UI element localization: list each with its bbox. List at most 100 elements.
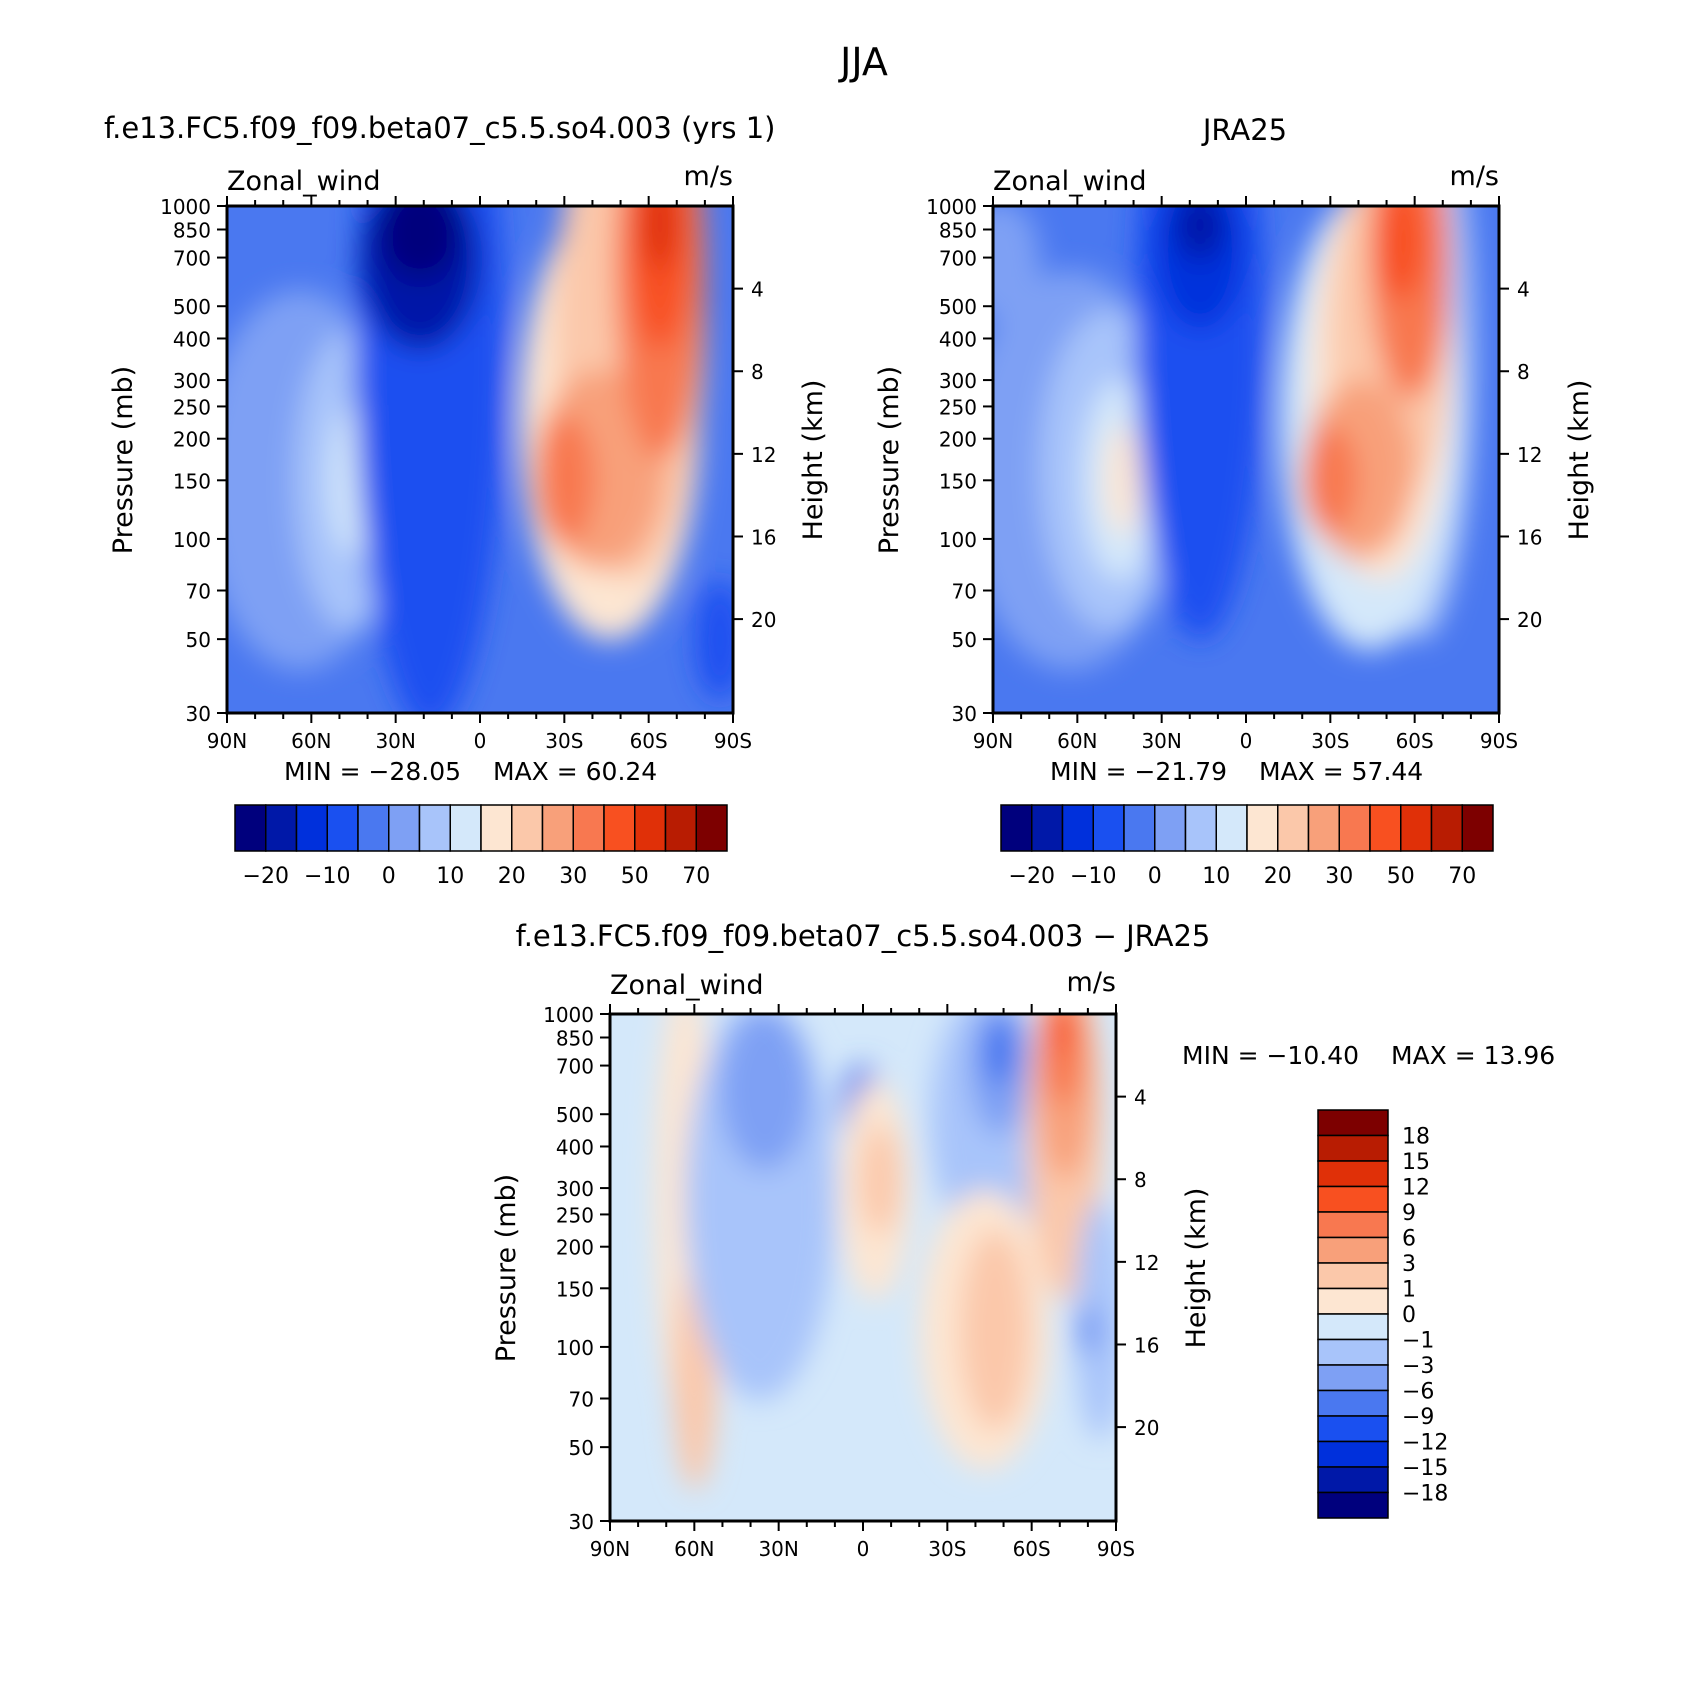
colorbar-swatch <box>1317 1389 1389 1417</box>
axes-difference: 3050701001502002503004005007008501000481… <box>543 1003 1159 1561</box>
y-tick-label: 50 <box>952 628 977 652</box>
x-tick-label: 0 <box>1240 729 1253 753</box>
x-tick-label: 30S <box>928 1537 966 1561</box>
y-tick-label: 850 <box>556 1026 594 1050</box>
y2-tick-label: 12 <box>1517 443 1542 467</box>
y-tick-label: 300 <box>939 369 977 393</box>
colorbar-swatch <box>1317 1440 1389 1468</box>
units-label-difference: m/s <box>1067 967 1116 998</box>
colorbar-label: 0 <box>1148 864 1162 889</box>
x-tick-label: 0 <box>474 729 487 753</box>
x-tick-label: 90N <box>207 729 247 753</box>
colorbar-swatch <box>1092 804 1125 852</box>
x-tick-label: 30S <box>545 729 583 753</box>
y2label-obs: Height (km) <box>1564 380 1595 541</box>
y2-tick-label: 8 <box>1517 360 1530 384</box>
colorbar-swatch <box>234 804 267 852</box>
colorbar-swatch <box>1317 1364 1389 1392</box>
colorbar-swatch <box>511 804 544 852</box>
min-label-obs: MIN = −21.79 <box>1050 757 1227 786</box>
colorbar-swatch <box>1369 804 1402 852</box>
colorbar-swatch <box>449 804 482 852</box>
colorbar-label: −20 <box>243 864 289 889</box>
y2-tick-label: 16 <box>1134 1333 1159 1357</box>
colorbar-label: −10 <box>1070 864 1116 889</box>
y-tick-label: 850 <box>173 218 211 242</box>
colorbar-swatch <box>388 804 421 852</box>
x-tick-label: 60S <box>1013 1537 1051 1561</box>
y2-tick-label: 16 <box>1517 525 1542 549</box>
colorbar-swatch <box>326 804 359 852</box>
y-tick-label: 1000 <box>160 195 211 219</box>
y-tick-label: 200 <box>173 428 211 452</box>
contour-field-model <box>227 206 733 713</box>
colorbar-swatch <box>1154 804 1187 852</box>
panel-obs: 3050701001502002503004005007008501000481… <box>874 161 1595 889</box>
colorbar-label: −3 <box>1402 1354 1434 1379</box>
ylabel-obs: Pressure (mb) <box>874 366 905 554</box>
y-tick-label: 400 <box>939 327 977 351</box>
y2-tick-label: 8 <box>751 360 764 384</box>
y2-tick-label: 20 <box>751 608 776 632</box>
colorbar-label: 70 <box>682 864 710 889</box>
colorbar-label: −9 <box>1402 1405 1434 1430</box>
colorbar-label: −20 <box>1009 864 1055 889</box>
x-tick-label: 60S <box>1396 729 1434 753</box>
y-tick-label: 1000 <box>926 195 977 219</box>
colorbar-swatch <box>1123 804 1156 852</box>
y-tick-label: 150 <box>939 469 977 493</box>
colorbar-label: 30 <box>559 864 587 889</box>
max-label-obs: MAX = 57.44 <box>1259 757 1423 786</box>
y-tick-label: 500 <box>173 295 211 319</box>
y2-tick-label: 20 <box>1134 1416 1159 1440</box>
y-tick-label: 250 <box>556 1203 594 1227</box>
axes-model: 3050701001502002503004005007008501000481… <box>160 195 776 753</box>
panel-model-title: f.e13.FC5.f09_f09.beta07_c5.5.so4.003 (y… <box>104 111 775 145</box>
y2label-difference: Height (km) <box>1181 1188 1212 1349</box>
y-tick-label: 30 <box>569 1510 594 1534</box>
x-tick-label: 60N <box>674 1537 714 1561</box>
colorbar-swatch <box>634 804 667 852</box>
left-label-obs: Zonal_wind <box>993 166 1147 197</box>
y-tick-label: 700 <box>556 1055 594 1079</box>
max-label-model: MAX = 60.24 <box>493 757 657 786</box>
colorbar-swatch <box>1246 804 1279 852</box>
colorbar-swatch <box>1317 1466 1389 1494</box>
colorbar-swatch <box>1277 804 1310 852</box>
colorbar-label: 0 <box>382 864 396 889</box>
y-tick-label: 500 <box>556 1103 594 1127</box>
y2-tick-label: 4 <box>1134 1086 1147 1110</box>
colorbar-label: −12 <box>1402 1431 1448 1456</box>
y-tick-label: 250 <box>173 395 211 419</box>
contour-field-obs <box>993 206 1499 713</box>
x-tick-label: 90N <box>973 729 1013 753</box>
colorbar-swatch <box>1461 804 1494 852</box>
colorbar-label: −15 <box>1402 1456 1448 1481</box>
y-tick-label: 100 <box>556 1336 594 1360</box>
colorbar-label: 20 <box>498 864 526 889</box>
colorbar-swatch <box>1317 1236 1389 1264</box>
colorbar-label: −18 <box>1402 1482 1448 1507</box>
panel-obs-title: JRA25 <box>1201 113 1287 147</box>
y-tick-label: 30 <box>186 702 211 726</box>
colorbar-obs: −20 −10 0 10 20 30 50 70 <box>1000 804 1494 889</box>
colorbar-label: 15 <box>1402 1150 1430 1175</box>
y-tick-label: 300 <box>173 369 211 393</box>
colorbar-swatch <box>1317 1109 1389 1137</box>
ylabel-difference: Pressure (mb) <box>491 1174 522 1362</box>
y2-tick-label: 20 <box>1517 608 1542 632</box>
y-tick-label: 700 <box>173 247 211 271</box>
colorbar-swatch <box>1400 804 1433 852</box>
x-tick-label: 60N <box>291 729 331 753</box>
colorbar-label: 18 <box>1402 1125 1430 1150</box>
y2label-model: Height (km) <box>798 380 829 541</box>
y2-tick-label: 12 <box>1134 1251 1159 1275</box>
colorbar-swatch <box>1317 1134 1389 1162</box>
figure-title: JJA <box>838 40 888 84</box>
colorbar-swatch <box>1338 804 1371 852</box>
colorbar-swatch <box>1317 1491 1389 1519</box>
x-tick-label: 0 <box>857 1537 870 1561</box>
colorbar-swatch <box>418 804 451 852</box>
colorbar-swatch <box>265 804 298 852</box>
colorbar-swatch <box>1317 1415 1389 1443</box>
